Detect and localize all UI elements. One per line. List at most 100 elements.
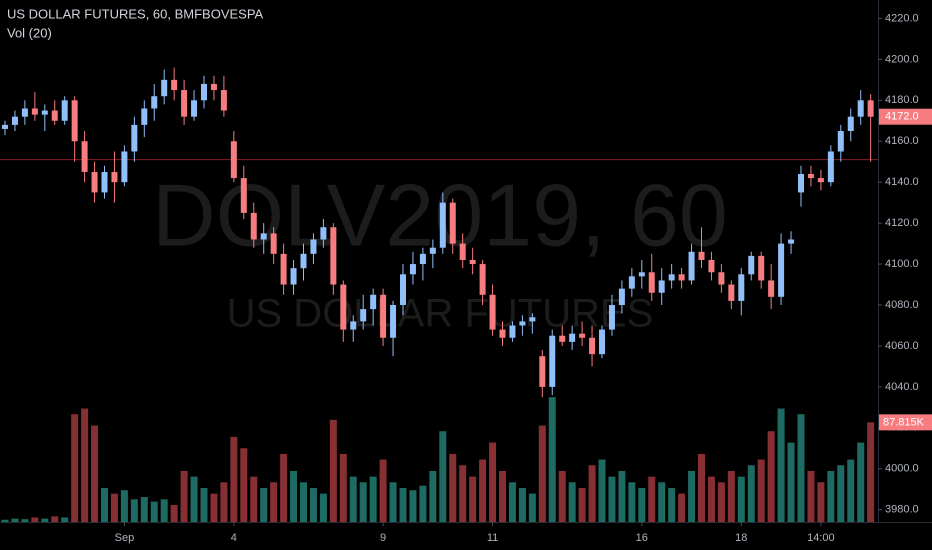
volume-bar <box>638 487 646 522</box>
volume-bar <box>359 482 367 522</box>
volume-bar <box>787 442 795 522</box>
candle-body <box>270 233 277 254</box>
y-tick-label: 4180.0 <box>885 94 919 106</box>
volume-bar <box>807 470 815 522</box>
candle-body <box>210 83 217 91</box>
volume-bar <box>1 519 9 522</box>
volume-bar <box>250 476 258 522</box>
candle-body <box>479 264 486 295</box>
candle-body <box>509 325 516 338</box>
volume-bar <box>737 476 745 522</box>
x-tick-label: 14:00 <box>807 532 835 544</box>
volume-bar <box>767 431 775 522</box>
candle-body <box>569 333 576 342</box>
volume-bar <box>588 465 596 522</box>
candle-body <box>310 239 317 254</box>
candle-body <box>141 108 148 125</box>
volume-indicator: Vol (20) <box>7 25 52 40</box>
y-tick-label: 4100.0 <box>885 258 919 270</box>
candle-body <box>300 253 307 269</box>
volume-bar <box>439 431 447 522</box>
candle-body <box>857 100 864 117</box>
volume-bar <box>101 487 108 522</box>
x-tick-label: 11 <box>487 532 498 544</box>
volume-bar <box>827 470 835 522</box>
candle-body <box>837 131 844 152</box>
candle-body <box>409 264 416 275</box>
candle-body <box>429 247 436 254</box>
candle-body <box>469 259 476 265</box>
volume-bar <box>757 459 765 522</box>
last-volume-label: 87.815K <box>883 416 925 428</box>
y-tick-label: 4040.0 <box>885 381 919 393</box>
y-tick-label: 3980.0 <box>885 504 919 516</box>
volume-bar <box>339 453 347 522</box>
volume-bar <box>489 442 497 522</box>
volume-bar <box>230 436 238 522</box>
volume-bar <box>618 470 626 522</box>
candle-body <box>240 178 247 213</box>
volume-bar <box>837 465 845 522</box>
candle-body <box>151 96 158 109</box>
volume-bar <box>518 487 526 522</box>
candle-body <box>21 108 28 117</box>
volume-bar <box>867 422 875 522</box>
volume-bar <box>648 476 656 522</box>
candle-body <box>31 108 38 115</box>
candle-body <box>121 151 128 183</box>
volume-bar <box>857 442 865 522</box>
candle-body <box>618 288 625 306</box>
volume-bar <box>469 476 477 522</box>
candle-body <box>728 284 735 301</box>
volume-bar <box>578 487 586 522</box>
y-tick-label: 4160.0 <box>885 135 919 147</box>
volume-bar <box>548 397 556 522</box>
volume-bar <box>81 408 89 522</box>
candle-body <box>220 90 227 111</box>
volume-bar <box>528 493 536 522</box>
candle-body <box>290 268 297 285</box>
candle-body <box>778 243 785 297</box>
candle-body <box>708 259 715 273</box>
volume-bar <box>707 476 715 522</box>
volume-bar <box>508 482 516 522</box>
candle-body <box>280 253 287 285</box>
volume-bar <box>290 470 298 522</box>
volume-bar <box>260 487 268 522</box>
candle-body <box>230 141 237 179</box>
volume-bar <box>658 482 666 522</box>
candle-body <box>171 79 178 91</box>
last-volume-badge <box>879 414 932 431</box>
volume-bar <box>240 448 248 522</box>
volume-pane <box>1 397 875 522</box>
candle-body <box>201 83 207 101</box>
candle-body <box>539 356 546 387</box>
candle-body <box>459 243 466 260</box>
volume-bar <box>688 470 696 522</box>
volume-bar <box>727 470 735 522</box>
volume-bar <box>71 414 79 522</box>
x-tick-label: 16 <box>636 532 648 544</box>
volume-bar <box>210 493 218 522</box>
candle-body <box>768 280 775 297</box>
candle-body <box>489 294 496 330</box>
volume-bar <box>270 482 278 522</box>
y-tick-label: 4060.0 <box>885 340 919 352</box>
volume-bar <box>479 459 487 522</box>
volume-bar <box>349 476 357 522</box>
candle-body <box>61 100 68 121</box>
volume-bar <box>777 408 785 522</box>
candle-body <box>181 90 188 117</box>
candle-body <box>608 305 615 330</box>
candle-body <box>589 337 596 355</box>
volume-bar <box>608 476 616 522</box>
watermark-name: US DOLLAR FUTURES <box>227 292 654 336</box>
candle-body <box>688 251 695 281</box>
volume-bar <box>130 499 138 522</box>
candle-body <box>668 274 675 281</box>
volume-bar <box>459 465 467 522</box>
volume-bar <box>319 493 327 522</box>
candle-body <box>11 116 18 125</box>
